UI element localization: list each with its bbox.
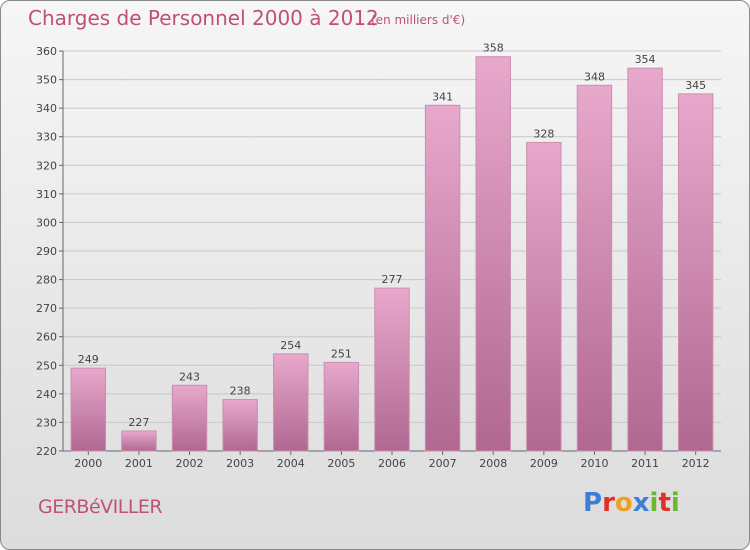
- bar-2003: [222, 399, 258, 452]
- data-label-2000: 249: [78, 353, 99, 366]
- x-tick-label-2011: 2011: [631, 457, 659, 470]
- logo-letter: i: [649, 488, 659, 518]
- data-label-2011: 354: [635, 53, 656, 66]
- data-label-2007: 341: [432, 90, 453, 103]
- bars: [70, 56, 714, 452]
- bar-2010: [576, 84, 613, 452]
- chart-subtitle: (en milliers d'€): [371, 13, 466, 27]
- bar-2002: [171, 384, 208, 452]
- y-tick-label: 330: [36, 131, 57, 144]
- data-label-2009: 328: [533, 127, 554, 140]
- data-label-2005: 251: [331, 347, 352, 360]
- y-tick-label: 280: [36, 274, 57, 287]
- bar-2001: [121, 430, 157, 452]
- data-label-2006: 277: [382, 273, 403, 286]
- data-label-2004: 254: [280, 339, 301, 352]
- x-tick-label-2005: 2005: [327, 457, 355, 470]
- x-tick-label-2000: 2000: [74, 457, 102, 470]
- bar-2000: [70, 367, 107, 452]
- logo-letter: r: [602, 488, 615, 518]
- logo-letter: i: [670, 488, 680, 518]
- x-tick-label-2002: 2002: [176, 457, 204, 470]
- x-tick-label-2012: 2012: [682, 457, 710, 470]
- y-tick-label: 320: [36, 159, 57, 172]
- bar-2007: [424, 104, 461, 452]
- data-label-2003: 238: [230, 385, 251, 398]
- x-tick-label-2001: 2001: [125, 457, 153, 470]
- logo-letter: x: [632, 488, 650, 518]
- x-tick-label-2010: 2010: [580, 457, 608, 470]
- y-tick-label: 260: [36, 331, 57, 344]
- bar-2006: [374, 287, 410, 452]
- x-tick-label-2009: 2009: [530, 457, 558, 470]
- data-label-2001: 227: [128, 416, 149, 429]
- proxiti-logo: Proxiti: [583, 488, 680, 518]
- y-tick-label: 290: [36, 245, 57, 258]
- place-name: GERBéVILLER: [38, 496, 163, 518]
- data-label-2012: 345: [685, 79, 706, 92]
- x-tick-label-2004: 2004: [277, 457, 305, 470]
- logo-letter: o: [614, 488, 633, 518]
- y-tick-label: 340: [36, 102, 57, 115]
- y-tick-label: 240: [36, 388, 57, 401]
- bar-2012: [677, 93, 714, 452]
- x-tick-label-2008: 2008: [479, 457, 507, 470]
- y-tick-label: 300: [36, 216, 57, 229]
- x-tick-label-2007: 2007: [429, 457, 457, 470]
- data-label-2002: 243: [179, 370, 200, 383]
- y-tick-label: 220: [36, 445, 57, 458]
- data-label-2008: 358: [483, 42, 504, 55]
- chart-title: Charges de Personnel 2000 à 2012: [28, 6, 379, 30]
- bar-2004: [273, 353, 309, 452]
- y-tick-label: 270: [36, 302, 57, 315]
- logo-letter: P: [583, 488, 603, 518]
- x-tick-label-2006: 2006: [378, 457, 406, 470]
- bar-2005: [323, 361, 360, 452]
- y-tick-label: 350: [36, 74, 57, 87]
- y-tick-label: 230: [36, 416, 57, 429]
- x-tick-label-2003: 2003: [226, 457, 254, 470]
- data-labels: 249 227 243 238 254 251 277 341 358 328 348 354 345: [78, 42, 706, 429]
- bar-2011: [627, 67, 663, 452]
- data-label-2010: 348: [584, 70, 605, 83]
- y-tick-label: 250: [36, 359, 57, 372]
- y-tick-label: 310: [36, 188, 57, 201]
- logo-letter: t: [658, 488, 671, 518]
- bar-2009: [526, 141, 562, 452]
- y-tick-label: 360: [36, 45, 57, 58]
- bar-2008: [475, 56, 511, 452]
